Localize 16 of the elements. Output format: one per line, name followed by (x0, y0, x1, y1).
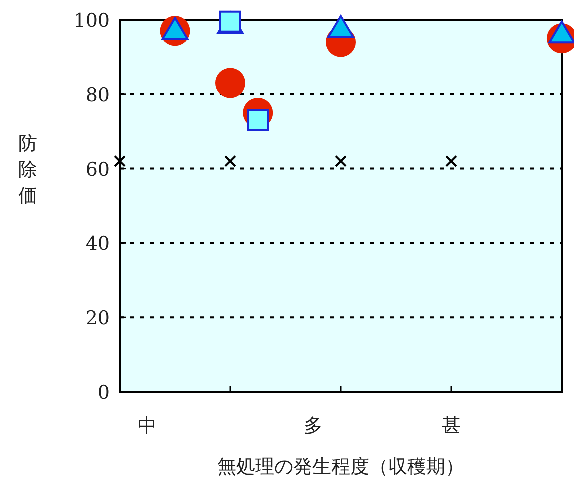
y-tick-label: 40 (86, 233, 110, 256)
y-tick-label: 20 (86, 308, 110, 330)
y-tick-label: 60 (86, 158, 110, 181)
x-tick-label: 多 (304, 415, 323, 437)
x-tick-label: 甚 (442, 415, 461, 437)
y-tick-label: 0 (98, 382, 110, 404)
point (335, 155, 347, 168)
point (216, 68, 246, 98)
y-tick-label: 100 (74, 10, 110, 32)
point (446, 155, 458, 168)
point (114, 155, 126, 168)
x-axis-title: 無処理の発生程度（収穫期） (218, 456, 464, 478)
y-tick-label: 80 (86, 84, 110, 106)
x-tick-label: 中 (138, 415, 158, 437)
point (224, 155, 236, 168)
y-axis-title: 防除価 (18, 133, 38, 207)
